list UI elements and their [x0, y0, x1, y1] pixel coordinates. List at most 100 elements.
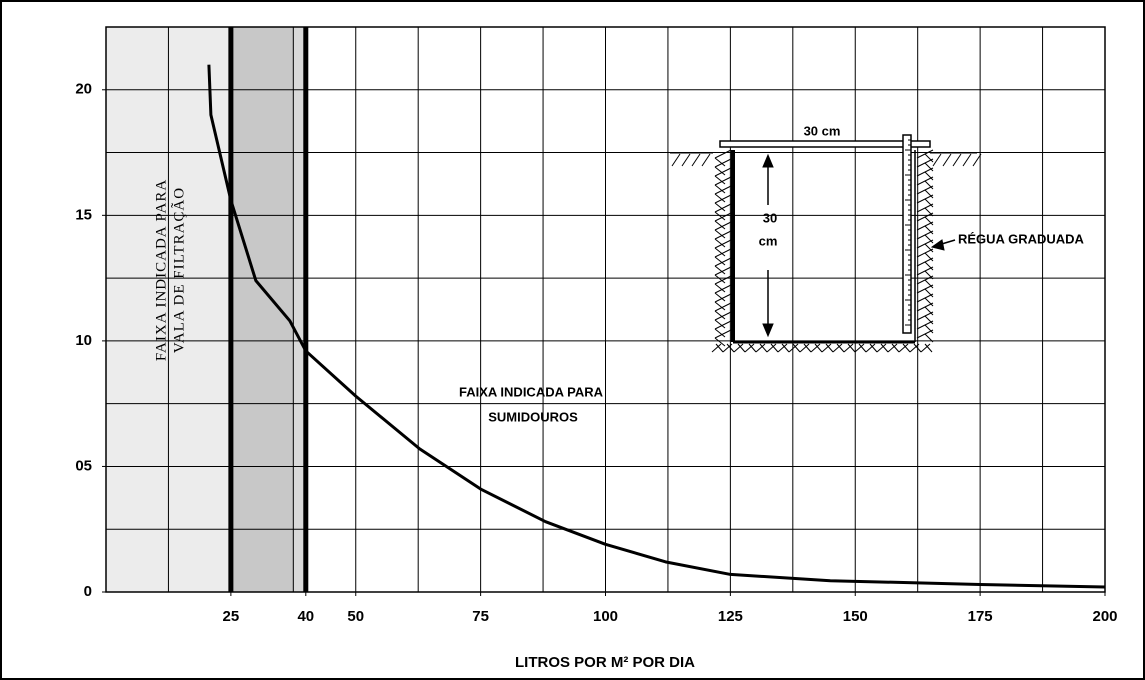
arrow-head: [762, 153, 774, 168]
hatch: [972, 153, 982, 167]
hatch: [714, 238, 726, 248]
band: [293, 27, 306, 592]
hatch: [924, 279, 934, 289]
hatch: [920, 343, 931, 353]
hatch: [952, 153, 962, 167]
hatch: [924, 207, 934, 217]
hatch: [924, 216, 934, 226]
hatch: [924, 189, 934, 199]
hatch: [715, 343, 724, 353]
hatch: [714, 185, 732, 195]
hatch: [714, 293, 732, 303]
hatch: [726, 343, 735, 353]
hatch: [865, 343, 876, 353]
y-tick-label: 10: [75, 332, 92, 349]
hatch: [825, 343, 834, 353]
hatch: [714, 319, 726, 329]
x-tick-label: 200: [1092, 608, 1117, 625]
hatch: [876, 343, 887, 353]
hatch: [714, 328, 726, 338]
hatch: [880, 343, 889, 353]
inset-label: RÉGUA GRADUADA: [958, 231, 1085, 246]
hatch: [891, 343, 900, 353]
hatch: [681, 153, 691, 167]
inset-label: 30 cm: [804, 123, 841, 138]
hatch: [714, 266, 732, 276]
hatch: [714, 229, 726, 239]
hatch: [714, 311, 732, 321]
hatch: [924, 180, 934, 190]
hatch: [832, 343, 843, 353]
hatch: [781, 343, 790, 353]
hatch: [924, 171, 934, 181]
hatch: [924, 343, 933, 353]
hatch: [810, 343, 821, 353]
hatch: [924, 324, 934, 334]
hatch: [924, 243, 934, 253]
hatch: [714, 248, 732, 258]
hatch: [924, 306, 934, 316]
x-tick-label: 150: [843, 608, 868, 625]
hatch: [821, 343, 832, 353]
y-tick-label: 20: [75, 81, 92, 98]
hatch: [714, 320, 732, 330]
hatch: [836, 343, 845, 353]
hatch: [714, 202, 726, 212]
hatch: [714, 283, 726, 293]
hatch: [714, 176, 732, 186]
hatch: [924, 225, 934, 235]
hatch: [714, 230, 732, 240]
x-tick-label: 75: [472, 608, 489, 625]
hatch: [714, 149, 732, 159]
annotation: FAIXA INDICADA PARA: [153, 179, 169, 361]
hatch: [858, 343, 867, 353]
hatch: [843, 343, 854, 353]
hatch: [714, 256, 726, 266]
hatch: [898, 343, 909, 353]
hatch: [902, 343, 911, 353]
arrow-head: [762, 323, 774, 338]
x-tick-label: 40: [297, 608, 314, 625]
y-tick-label: 15: [75, 206, 92, 223]
inset: [670, 134, 982, 353]
hatch: [788, 343, 799, 353]
x-tick-label: 125: [718, 608, 743, 625]
annotation: FAIXA INDICADA PARA: [459, 384, 604, 399]
hatch: [714, 292, 726, 302]
ruler: [902, 134, 912, 334]
hatch: [799, 343, 810, 353]
hatch: [733, 343, 744, 353]
x-tick-label: 175: [968, 608, 993, 625]
hatch: [714, 284, 732, 294]
hatch: [766, 343, 777, 353]
hatch: [909, 343, 920, 353]
hatch: [714, 211, 726, 221]
hatch: [932, 153, 942, 167]
hatch: [671, 153, 681, 167]
hatch: [803, 343, 812, 353]
hatch: [714, 337, 726, 347]
hatch: [701, 153, 711, 167]
hatch: [924, 261, 934, 271]
hatch: [714, 158, 732, 168]
hatch: [924, 153, 934, 163]
hatch: [714, 310, 726, 320]
hatch: [924, 288, 934, 298]
hatch: [924, 252, 934, 262]
hatch: [755, 343, 766, 353]
hatch: [714, 184, 726, 194]
hatch: [714, 212, 732, 222]
grid: [105, 26, 1106, 593]
hatch: [714, 194, 732, 204]
board: [719, 140, 931, 148]
hatch: [924, 198, 934, 208]
hatch: [924, 315, 934, 325]
hatch: [714, 329, 732, 339]
hatch: [924, 234, 934, 244]
annotation: SUMIDOUROS: [488, 409, 578, 424]
hatch: [714, 247, 726, 257]
hatch: [869, 343, 878, 353]
hatch: [924, 270, 934, 280]
hatch: [962, 153, 972, 167]
